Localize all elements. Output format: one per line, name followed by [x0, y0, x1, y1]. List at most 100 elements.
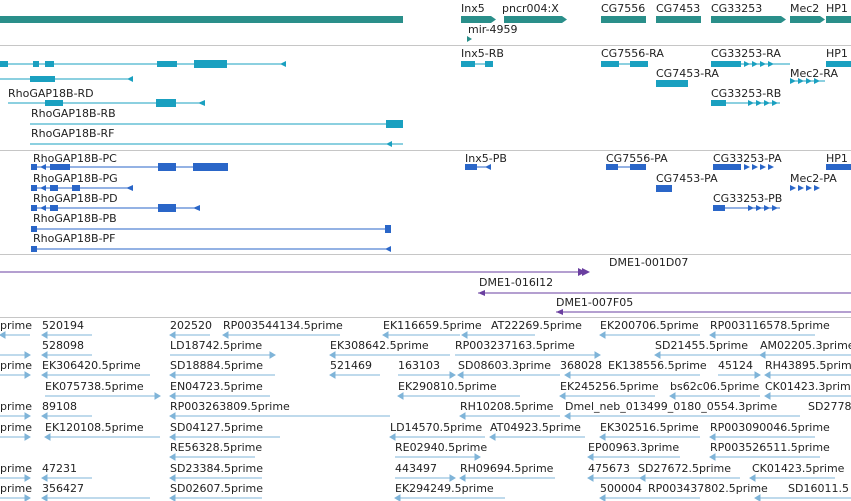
- est-label[interactable]: EK075738.5prime: [45, 380, 144, 393]
- est-label[interactable]: SD18884.5prime: [170, 359, 263, 372]
- est-label[interactable]: RP003526511.5prime: [710, 441, 830, 454]
- transcript-label[interactable]: HP1: [826, 47, 848, 60]
- transcript-label[interactable]: RhoGAP18B-RB: [31, 107, 116, 120]
- gene-label[interactable]: HP1: [826, 2, 848, 15]
- est-label[interactable]: 528098: [42, 339, 84, 352]
- est-label[interactable]: 475673: [588, 462, 630, 475]
- est-label[interactable]: RP003237163.5prime: [455, 339, 575, 352]
- protein-label[interactable]: RhoGAP18B-PF: [33, 232, 116, 245]
- est-label[interactable]: LD18742.5prime: [170, 339, 263, 352]
- est-label[interactable]: RP003090046.5prime: [710, 421, 830, 434]
- transcript-label[interactable]: CG7453-RA: [656, 67, 719, 80]
- protein-label[interactable]: CG33253-PB: [713, 192, 783, 205]
- est-label[interactable]: bs62c06.5prime: [670, 380, 760, 393]
- est-label[interactable]: EK120108.5prime: [45, 421, 144, 434]
- est-label[interactable]: RP003116578.5prime: [710, 319, 830, 332]
- est-label[interactable]: SD08603.3prime: [458, 359, 551, 372]
- est-label[interactable]: 356427: [42, 482, 84, 495]
- transcript-label[interactable]: RhoGAP18B-RD: [8, 87, 94, 100]
- est-features[interactable]: [0, 318, 851, 501]
- est-label[interactable]: SD27672.5prime: [638, 462, 731, 475]
- gene-label[interactable]: Inx5: [461, 2, 485, 15]
- est-label[interactable]: 520194: [42, 319, 84, 332]
- est-label[interactable]: 521469: [330, 359, 372, 372]
- est-label[interactable]: EK308642.5prime: [330, 339, 429, 352]
- est-label[interactable]: Dmel_neb_013499_0180_0554.3prime: [565, 400, 778, 413]
- est-label[interactable]: AM02205.3prime: [760, 339, 851, 352]
- est-label[interactable]: CK01423.5prime: [752, 462, 845, 475]
- est-label[interactable]: RP003263809.5prime: [170, 400, 290, 413]
- est-label[interactable]: RE56328.5prime: [170, 441, 263, 454]
- clone-label[interactable]: DME1-001D07: [609, 256, 689, 269]
- est-label[interactable]: CK01423.3prime: [765, 380, 851, 393]
- est-label[interactable]: 45124: [718, 359, 753, 372]
- est-label[interactable]: EK245256.5prime: [560, 380, 659, 393]
- est-label[interactable]: EK138556.5prime: [608, 359, 707, 372]
- est-label[interactable]: prime: [0, 359, 33, 372]
- transcript-label[interactable]: Inx5-RB: [461, 47, 504, 60]
- est-label[interactable]: EK302516.5prime: [600, 421, 699, 434]
- transcript-label[interactable]: CG33253-RA: [711, 47, 781, 60]
- clone-label[interactable]: DME1-016I12: [479, 276, 554, 289]
- est-label[interactable]: AT22269.5prime: [491, 319, 582, 332]
- est-label[interactable]: RH10208.5prime: [460, 400, 554, 413]
- est-label[interactable]: SD02607.5prime: [170, 482, 263, 495]
- gene-label[interactable]: CG7453: [656, 2, 701, 15]
- protein-label[interactable]: RhoGAP18B-PD: [33, 192, 118, 205]
- protein-label[interactable]: CG7453-PA: [656, 172, 718, 185]
- gene-label[interactable]: pncr004:X: [502, 2, 559, 15]
- gene-label[interactable]: CG33253: [711, 2, 763, 15]
- protein-label[interactable]: RhoGAP18B-PG: [33, 172, 118, 185]
- est-label[interactable]: SD2778: [808, 400, 851, 413]
- protein-label[interactable]: RhoGAP18B-PB: [33, 212, 117, 225]
- est-label[interactable]: SD23384.5prime: [170, 462, 263, 475]
- est-label[interactable]: SD16011.5: [788, 482, 849, 495]
- est-label[interactable]: SD04127.5prime: [170, 421, 263, 434]
- est-label[interactable]: RE02940.5prime: [395, 441, 488, 454]
- protein-label[interactable]: Inx5-PB: [465, 152, 507, 165]
- est-label[interactable]: EK200706.5prime: [600, 319, 699, 332]
- est-label[interactable]: prime: [0, 482, 33, 495]
- clone-label[interactable]: DME1-007F05: [556, 296, 634, 309]
- est-label[interactable]: prime: [0, 421, 33, 434]
- gene-features[interactable]: [0, 0, 851, 45]
- est-label[interactable]: AT04923.5prime: [490, 421, 581, 434]
- est-label[interactable]: 500004: [600, 482, 642, 495]
- est-label[interactable]: 89108: [42, 400, 77, 413]
- est-label[interactable]: LD14570.5prime: [390, 421, 483, 434]
- protein-label[interactable]: Mec2-PA: [790, 172, 837, 185]
- clone-features[interactable]: [0, 255, 851, 317]
- est-label[interactable]: prime: [0, 462, 33, 475]
- protein-label[interactable]: CG7556-PA: [606, 152, 668, 165]
- protein-label[interactable]: RhoGAP18B-PC: [33, 152, 117, 165]
- gene-label[interactable]: Mec2: [790, 2, 820, 15]
- est-label[interactable]: 202520: [170, 319, 212, 332]
- protein-label[interactable]: CG33253-PA: [713, 152, 782, 165]
- est-label[interactable]: 163103: [398, 359, 440, 372]
- est-label[interactable]: RH09694.5prime: [460, 462, 554, 475]
- protein-features[interactable]: [0, 151, 851, 254]
- est-label[interactable]: RP003437802.5prime: [648, 482, 768, 495]
- est-label[interactable]: EP00963.3prime: [588, 441, 680, 454]
- est-label[interactable]: 443497: [395, 462, 437, 475]
- est-label[interactable]: EK306420.5prime: [42, 359, 141, 372]
- transcript-label[interactable]: CG7556-RA: [601, 47, 664, 60]
- est-label[interactable]: EK290810.5prime: [398, 380, 497, 393]
- est-label[interactable]: EK294249.5prime: [395, 482, 494, 495]
- est-label[interactable]: EK116659.5prime: [383, 319, 482, 332]
- transcript-label[interactable]: CG33253-RB: [711, 87, 782, 100]
- protein-label[interactable]: HP1: [826, 152, 848, 165]
- est-label[interactable]: 47231: [42, 462, 77, 475]
- gene-label[interactable]: mir-4959: [468, 23, 518, 36]
- est-label[interactable]: RP003544134.5prime: [223, 319, 343, 332]
- transcript-features[interactable]: [0, 46, 851, 150]
- gene-label[interactable]: CG7556: [601, 2, 646, 15]
- transcript-label[interactable]: Mec2-RA: [790, 67, 838, 80]
- est-label[interactable]: prime: [0, 400, 33, 413]
- est-label[interactable]: 368028: [560, 359, 602, 372]
- est-label[interactable]: RH43895.5prime: [765, 359, 851, 372]
- est-label[interactable]: prime: [0, 319, 33, 332]
- est-label[interactable]: SD21455.5prime: [655, 339, 748, 352]
- est-label[interactable]: EN04723.5prime: [170, 380, 263, 393]
- transcript-label[interactable]: RhoGAP18B-RF: [31, 127, 115, 140]
